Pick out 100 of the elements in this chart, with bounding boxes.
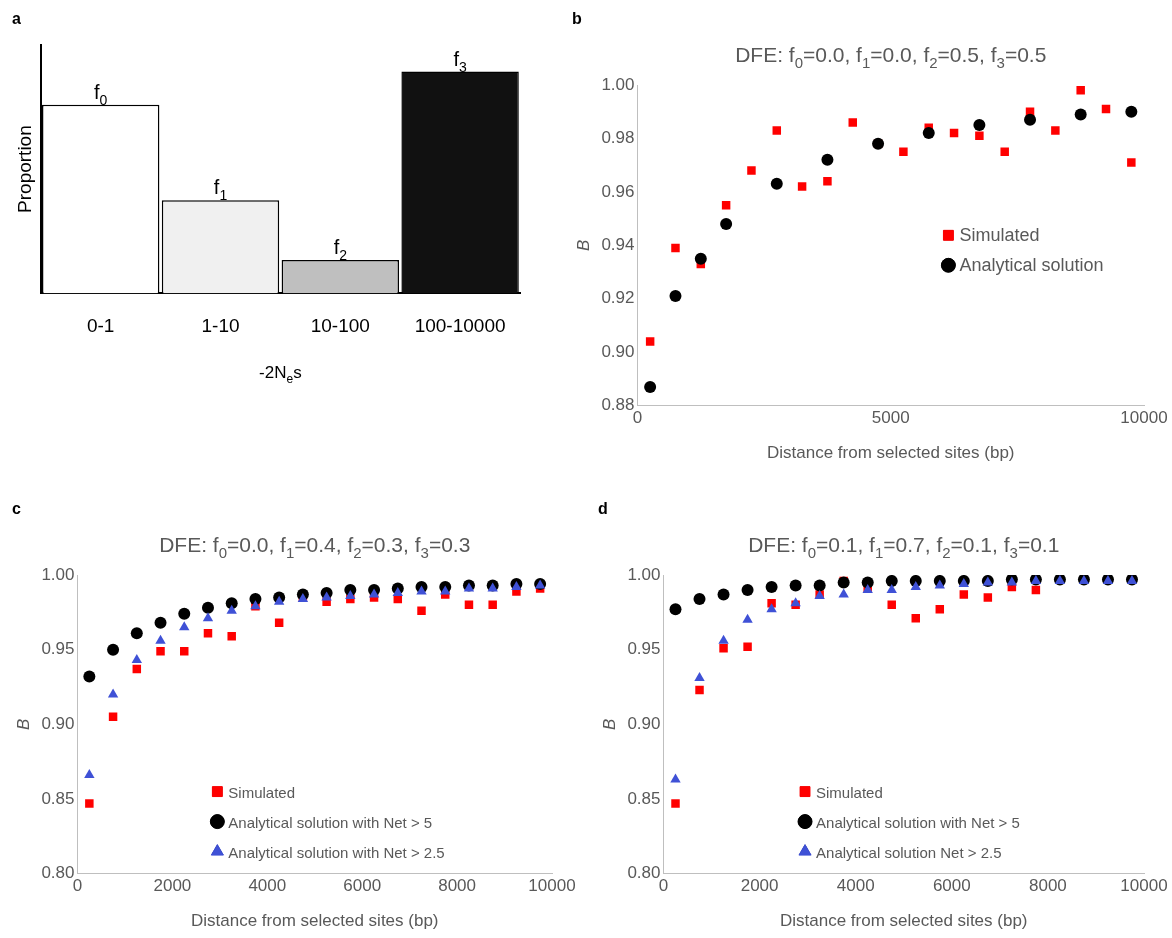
point xyxy=(910,580,921,590)
x-tick-label: 0-1 xyxy=(86,314,115,336)
point xyxy=(645,337,655,346)
point xyxy=(695,685,704,695)
x-tick-label: 1-10 xyxy=(201,314,240,336)
point xyxy=(368,588,380,598)
point xyxy=(84,769,95,779)
y-axis-title: B xyxy=(13,718,33,730)
x-tick-label: 6000 xyxy=(932,876,971,896)
x-tick-label: 8000 xyxy=(1028,876,1067,896)
point xyxy=(770,177,783,190)
point xyxy=(488,600,497,610)
x-tick-label: 2000 xyxy=(740,876,779,896)
x-tick-label: 6000 xyxy=(343,876,382,896)
point xyxy=(130,627,143,640)
point xyxy=(813,579,826,592)
point xyxy=(885,575,898,587)
point xyxy=(694,672,705,682)
point xyxy=(789,579,802,592)
y-tick-label: 0.85 xyxy=(41,788,75,808)
text: b xyxy=(572,10,582,27)
x-tick-label: 10000 xyxy=(1120,876,1168,896)
point xyxy=(741,583,754,596)
point xyxy=(766,603,777,613)
text: c xyxy=(12,500,21,517)
point xyxy=(345,589,356,599)
legend-label: Analytical solution with Net > 5 xyxy=(816,813,1020,831)
x-axis-title: Distance from selected sites (bp) xyxy=(779,911,1028,930)
legend-label: Analytical solution with Net > 5 xyxy=(228,813,433,831)
point xyxy=(155,634,166,644)
point xyxy=(321,591,332,601)
x-tick-label: 8000 xyxy=(438,876,477,896)
x-tick-label: 10-100 xyxy=(310,314,370,336)
y-tick-label: 0.92 xyxy=(601,288,635,308)
legend-label: Analytical solution with Net > 2.5 xyxy=(228,843,445,861)
point xyxy=(765,580,778,593)
y-tick-label: 1.00 xyxy=(41,564,75,584)
text: a xyxy=(12,10,21,27)
point xyxy=(644,380,657,393)
x-tick-label: 4000 xyxy=(836,876,875,896)
x-tick-label: 10000 xyxy=(528,876,576,896)
point xyxy=(911,614,920,623)
point xyxy=(887,600,896,610)
x-tick-label: 10000 xyxy=(1120,408,1168,428)
point xyxy=(973,119,986,132)
x-tick-label: 0 xyxy=(632,408,643,428)
point xyxy=(273,595,285,605)
y-axis-title: B xyxy=(573,239,593,251)
point xyxy=(959,590,969,599)
point xyxy=(1125,105,1138,118)
point xyxy=(1051,126,1060,135)
point xyxy=(131,654,142,664)
x-tick-label: 0 xyxy=(658,876,669,896)
x-axis-title: Distance from selected sites (bp) xyxy=(766,443,1015,462)
point xyxy=(742,613,753,623)
legend-label: Analytical solution xyxy=(959,255,1104,276)
y-tick-label: 0.90 xyxy=(627,713,661,733)
x-tick-label: 5000 xyxy=(871,408,910,428)
y-axis-title: Proportion xyxy=(13,125,35,213)
y-tick-label: 0.85 xyxy=(627,788,661,808)
point xyxy=(747,166,756,175)
point xyxy=(720,217,733,230)
point xyxy=(797,182,807,191)
y-tick-label: 0.95 xyxy=(627,639,661,659)
point xyxy=(416,585,427,595)
point xyxy=(743,642,752,651)
point xyxy=(179,621,190,631)
point xyxy=(719,643,728,653)
point xyxy=(669,603,682,616)
y-tick-label: 0.98 xyxy=(601,128,635,148)
point xyxy=(226,604,237,614)
x-tick-label: 0 xyxy=(72,876,83,896)
point xyxy=(670,773,681,783)
point xyxy=(201,601,214,614)
x-tick-label: 4000 xyxy=(248,876,287,896)
legend-label: Simulated xyxy=(816,783,883,801)
point xyxy=(922,127,935,140)
point xyxy=(671,243,680,253)
point xyxy=(154,616,167,629)
point xyxy=(202,612,214,622)
point xyxy=(85,799,94,808)
point xyxy=(693,592,706,605)
point xyxy=(392,586,403,596)
point xyxy=(1074,108,1087,121)
point xyxy=(899,147,908,157)
point xyxy=(823,176,832,186)
y-tick-label: 0.95 xyxy=(41,639,75,659)
point xyxy=(983,593,993,602)
point xyxy=(178,607,191,620)
y-axis-title: B xyxy=(599,718,619,730)
point xyxy=(107,643,120,656)
point xyxy=(1076,86,1085,95)
point xyxy=(821,153,834,166)
point xyxy=(1127,158,1136,167)
point xyxy=(107,688,119,698)
point xyxy=(886,583,897,593)
point xyxy=(694,252,707,265)
point xyxy=(671,799,680,808)
point xyxy=(935,605,945,614)
y-tick-label: 0.90 xyxy=(601,341,635,361)
